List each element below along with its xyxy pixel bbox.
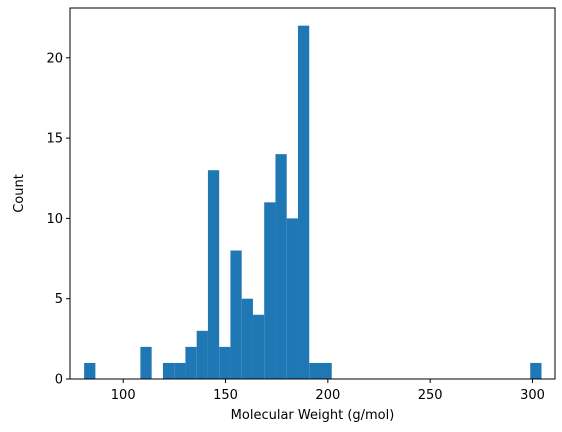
plot-frame	[69, 7, 556, 380]
histogram-bar	[185, 346, 197, 379]
y-tick-label: 15	[46, 132, 63, 147]
y-axis-title: Count	[12, 174, 27, 213]
y-tick-label: 10	[46, 212, 63, 227]
histogram-bar	[297, 25, 310, 380]
y-tick-label: 0	[55, 373, 63, 388]
y-tick-label: 5	[55, 292, 63, 307]
x-axis-title: Molecular Weight (g/mol)	[231, 408, 395, 423]
histogram-bar	[219, 346, 231, 379]
y-axis-ticks: 0 5 10 15 20	[46, 51, 70, 388]
histogram-bar	[241, 298, 253, 379]
histogram-bar	[196, 330, 208, 379]
histogram-bar	[275, 154, 287, 379]
bars-layer	[84, 25, 542, 380]
histogram-bar	[309, 362, 321, 379]
x-tick-label: 150	[213, 388, 238, 403]
x-tick-label: 100	[111, 388, 136, 403]
x-tick-label: 250	[418, 388, 443, 403]
histogram-bar	[320, 362, 332, 379]
histogram-bar	[264, 202, 276, 379]
histogram-bar	[140, 346, 152, 379]
histogram-bar	[84, 362, 96, 379]
x-tick-label: 200	[315, 388, 340, 403]
histogram-bar	[530, 362, 542, 379]
y-tick-label: 20	[46, 51, 63, 66]
histogram-bar	[230, 250, 242, 379]
histogram-bar	[252, 314, 265, 379]
histogram-bar	[207, 170, 220, 379]
histogram-bar	[162, 362, 175, 379]
x-tick-label: 300	[520, 388, 545, 403]
x-axis-ticks: 100 150 200 250 300	[111, 379, 545, 403]
histogram-bar	[286, 218, 298, 379]
histogram-bar	[174, 362, 186, 379]
